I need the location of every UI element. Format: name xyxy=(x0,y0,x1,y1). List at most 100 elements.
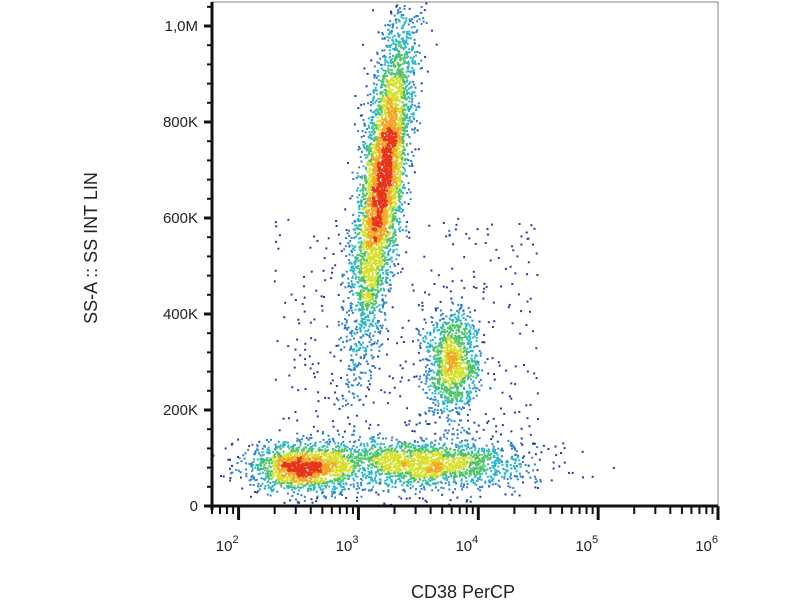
event-point xyxy=(385,273,388,276)
event-point xyxy=(382,105,385,108)
event-point xyxy=(400,165,403,168)
event-point xyxy=(279,468,282,471)
event-point xyxy=(375,169,378,172)
event-point xyxy=(406,133,409,136)
event-point xyxy=(285,478,288,481)
event-point xyxy=(379,137,381,139)
event-point xyxy=(352,477,355,480)
event-point xyxy=(363,145,366,148)
event-point xyxy=(376,289,379,292)
event-point xyxy=(367,187,370,190)
event-point xyxy=(403,103,406,106)
event-point xyxy=(385,153,388,156)
event-point xyxy=(389,88,392,91)
event-point xyxy=(370,222,373,225)
event-point xyxy=(387,221,389,224)
event-point xyxy=(364,324,367,327)
event-point xyxy=(393,205,396,208)
event-point xyxy=(402,173,404,176)
event-point xyxy=(373,307,376,310)
event-point xyxy=(381,49,384,52)
event-point xyxy=(385,217,388,220)
event-point xyxy=(384,181,387,184)
event-point xyxy=(383,192,386,195)
event-point xyxy=(331,372,334,375)
event-point xyxy=(367,243,370,246)
event-point xyxy=(390,123,393,126)
event-point xyxy=(404,95,407,98)
event-point xyxy=(248,479,251,482)
event-point xyxy=(384,59,387,61)
event-point xyxy=(372,192,375,195)
event-point xyxy=(397,40,400,43)
event-point xyxy=(390,178,393,181)
event-point xyxy=(396,153,399,156)
event-point xyxy=(387,39,390,42)
event-point xyxy=(266,467,269,470)
event-point xyxy=(399,178,402,181)
event-point xyxy=(375,154,378,156)
event-point xyxy=(372,182,375,185)
event-point xyxy=(391,140,394,143)
event-point xyxy=(391,26,394,29)
event-point xyxy=(398,150,401,153)
event-point xyxy=(400,145,403,148)
event-point xyxy=(405,30,408,33)
event-point xyxy=(352,178,355,180)
event-point xyxy=(372,231,375,234)
event-point xyxy=(231,442,234,445)
event-point xyxy=(362,243,365,246)
event-point xyxy=(360,272,363,275)
event-point xyxy=(381,123,383,126)
event-point xyxy=(387,161,390,164)
event-point xyxy=(323,444,326,447)
event-point xyxy=(382,277,384,279)
event-point xyxy=(337,320,340,323)
event-point xyxy=(391,227,394,230)
event-point xyxy=(344,245,347,248)
event-point xyxy=(368,203,371,206)
event-point xyxy=(373,158,376,161)
event-point xyxy=(245,468,248,471)
event-point xyxy=(379,201,382,204)
event-point xyxy=(368,256,371,259)
event-point xyxy=(379,91,382,94)
event-point xyxy=(357,175,360,178)
event-point xyxy=(309,448,312,451)
event-point xyxy=(380,233,383,236)
event-point xyxy=(377,234,380,237)
event-point xyxy=(369,213,372,216)
event-point xyxy=(389,159,392,162)
event-point xyxy=(401,187,404,189)
event-point xyxy=(282,441,285,444)
event-point xyxy=(380,193,383,196)
event-point xyxy=(377,277,380,280)
event-point xyxy=(297,486,300,489)
event-point xyxy=(372,256,375,259)
event-point xyxy=(375,126,378,129)
event-point xyxy=(376,235,379,238)
event-point xyxy=(309,437,312,439)
event-point xyxy=(382,94,384,97)
event-point xyxy=(392,23,395,26)
event-point xyxy=(391,175,394,178)
event-point xyxy=(411,162,413,165)
event-point xyxy=(371,122,373,125)
event-point xyxy=(380,259,383,262)
event-point xyxy=(410,26,413,29)
event-point xyxy=(369,195,372,198)
event-point xyxy=(271,471,274,474)
event-point xyxy=(357,241,360,244)
event-point xyxy=(360,242,363,244)
event-point xyxy=(387,163,389,166)
event-point xyxy=(377,290,380,293)
event-point xyxy=(248,462,251,465)
event-point xyxy=(382,97,385,100)
event-point xyxy=(331,379,334,382)
event-point xyxy=(387,151,390,153)
event-point xyxy=(362,183,365,186)
event-point xyxy=(361,291,364,294)
event-point xyxy=(359,211,362,214)
event-point xyxy=(401,77,404,80)
event-point xyxy=(388,226,391,229)
